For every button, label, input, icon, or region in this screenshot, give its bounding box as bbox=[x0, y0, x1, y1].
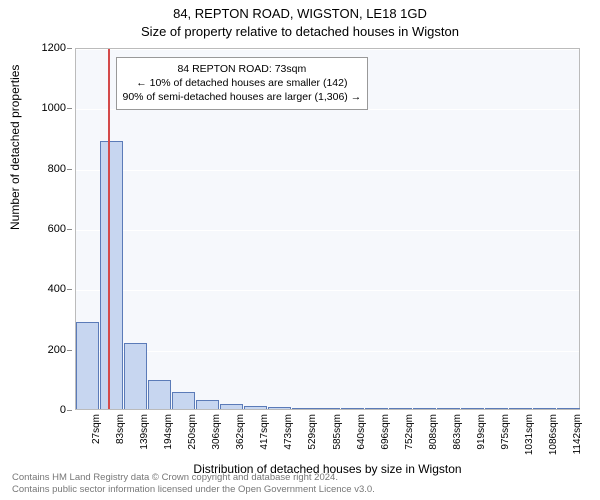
x-tick-label: 975sqm bbox=[500, 414, 511, 450]
bar bbox=[100, 141, 123, 409]
bar bbox=[220, 404, 243, 409]
footer-attribution: Contains HM Land Registry data © Crown c… bbox=[12, 472, 375, 496]
y-axis-ticks: 020040060080010001200 bbox=[0, 48, 72, 410]
bar bbox=[533, 408, 556, 409]
x-tick-label: 139sqm bbox=[139, 414, 150, 450]
reference-line bbox=[108, 49, 110, 409]
bar bbox=[509, 408, 532, 409]
x-tick-label: 417sqm bbox=[259, 414, 270, 450]
y-tick-label: 1200 bbox=[42, 42, 66, 54]
y-tick-label: 800 bbox=[48, 163, 66, 175]
bar bbox=[196, 400, 219, 409]
bar bbox=[557, 408, 580, 409]
bar bbox=[316, 408, 339, 409]
footer-line2: Contains public sector information licen… bbox=[12, 484, 375, 496]
bar bbox=[485, 408, 508, 409]
bar bbox=[389, 408, 412, 409]
x-tick-label: 1086sqm bbox=[548, 414, 559, 455]
x-tick-label: 529sqm bbox=[307, 414, 318, 450]
y-tick-label: 200 bbox=[48, 344, 66, 356]
x-tick-label: 752sqm bbox=[404, 414, 415, 450]
x-tick-label: 27sqm bbox=[91, 414, 102, 444]
y-tick-label: 600 bbox=[48, 223, 66, 235]
x-tick-label: 808sqm bbox=[428, 414, 439, 450]
x-tick-label: 473sqm bbox=[283, 414, 294, 450]
bar bbox=[268, 407, 291, 409]
y-tick-label: 400 bbox=[48, 283, 66, 295]
x-tick-label: 362sqm bbox=[235, 414, 246, 450]
footer-line1: Contains HM Land Registry data © Crown c… bbox=[12, 472, 375, 484]
y-tick-label: 1000 bbox=[42, 102, 66, 114]
x-tick-label: 83sqm bbox=[115, 414, 126, 444]
bar bbox=[172, 392, 195, 409]
x-tick-label: 306sqm bbox=[211, 414, 222, 450]
x-tick-label: 919sqm bbox=[476, 414, 487, 450]
bar bbox=[413, 408, 436, 409]
x-tick-label: 585sqm bbox=[332, 414, 343, 450]
annotation-line3: 90% of semi-detached houses are larger (… bbox=[123, 90, 362, 104]
bar bbox=[292, 408, 315, 410]
plot-area: 84 REPTON ROAD: 73sqm ← 10% of detached … bbox=[75, 48, 580, 410]
bar bbox=[365, 408, 388, 409]
annotation-line1: 84 REPTON ROAD: 73sqm bbox=[123, 62, 362, 76]
x-tick-label: 1142sqm bbox=[572, 414, 583, 454]
x-axis-ticks: 27sqm 83sqm 139sqm 194sqm 250sqm 306sqm 362sqm… bbox=[75, 410, 580, 462]
annotation-box: 84 REPTON ROAD: 73sqm ← 10% of detached … bbox=[116, 57, 369, 110]
chart-title-address: 84, REPTON ROAD, WIGSTON, LE18 1GD bbox=[0, 6, 600, 21]
bar bbox=[76, 322, 99, 409]
bar bbox=[124, 343, 147, 409]
bar bbox=[437, 408, 460, 409]
bar bbox=[341, 408, 364, 409]
x-tick-label: 640sqm bbox=[356, 414, 367, 450]
y-tick-label: 0 bbox=[60, 404, 66, 416]
x-tick-label: 1031sqm bbox=[524, 414, 535, 455]
x-tick-label: 863sqm bbox=[452, 414, 463, 450]
bar bbox=[461, 408, 484, 409]
bar bbox=[148, 380, 171, 409]
x-tick-label: 250sqm bbox=[187, 414, 198, 450]
x-tick-label: 696sqm bbox=[380, 414, 391, 450]
annotation-line2: ← 10% of detached houses are smaller (14… bbox=[123, 76, 362, 90]
bar bbox=[244, 406, 267, 409]
chart-title-subtitle: Size of property relative to detached ho… bbox=[0, 24, 600, 39]
x-tick-label: 194sqm bbox=[163, 414, 174, 450]
